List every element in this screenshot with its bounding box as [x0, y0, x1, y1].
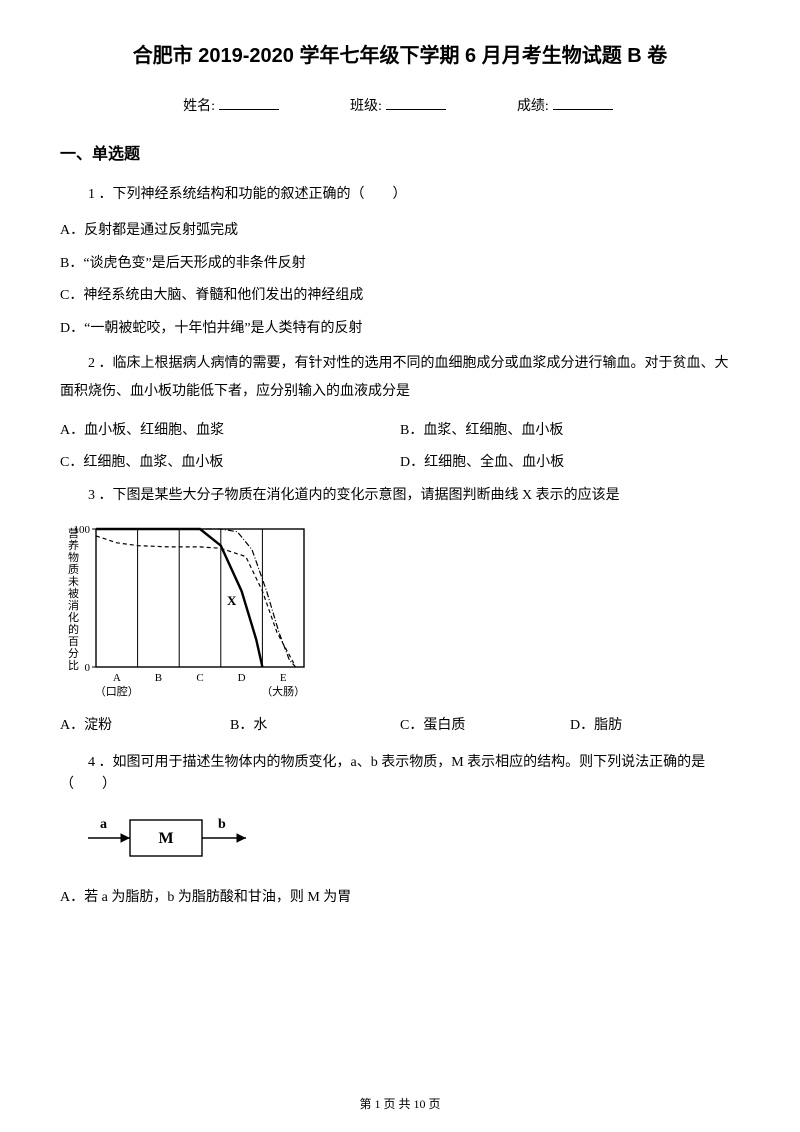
name-label: 姓名:	[183, 99, 215, 114]
page-title: 合肥市 2019-2020 学年七年级下学期 6 月月考生物试题 B 卷	[60, 40, 740, 72]
q1-opt-d: D．“一朝被蛇咬，十年怕井绳”是人类特有的反射	[60, 318, 740, 340]
svg-text:消: 消	[68, 598, 79, 612]
q4-stem: 4 ．如图可用于描述生物体内的物质变化，a、b 表示物质，M 表示相应的结构。则…	[60, 752, 740, 797]
svg-text:A: A	[113, 672, 121, 684]
class-blank	[386, 96, 446, 110]
q1-opt-c: C．神经系统由大脑、脊髓和他们发出的神经组成	[60, 285, 740, 307]
svg-text:a: a	[100, 817, 107, 832]
q2-opt-b: B．血浆、红细胞、血小板	[400, 420, 740, 442]
svg-text:化: 化	[68, 610, 79, 624]
svg-text:分: 分	[68, 647, 79, 660]
svg-text:（大肠）: （大肠）	[261, 684, 305, 698]
name-blank	[219, 96, 279, 110]
q3-stem: 3 ．下图是某些大分子物质在消化道内的变化示意图，请据图判断曲线 X 表示的应该…	[60, 485, 740, 507]
q2-opt-d: D．红细胞、全血、血小板	[400, 452, 740, 474]
score-label: 成绩:	[517, 99, 549, 114]
q3-opt-d: D．脂肪	[570, 715, 740, 737]
score-blank	[553, 96, 613, 110]
q4-diagram: Ma b	[84, 810, 740, 872]
svg-text:质: 质	[68, 563, 79, 576]
q3-opt-c: C．蛋白质	[400, 715, 570, 737]
svg-text:物: 物	[68, 550, 79, 564]
q4-opt-a: A．若 a 为脂肪，b 为脂肪酸和甘油，则 M 为胃	[60, 887, 740, 909]
q1-opt-b: B．“谈虎色变”是后天形成的非条件反射	[60, 253, 740, 275]
meta-line: 姓名: 班级: 成绩:	[60, 96, 740, 118]
svg-text:X: X	[227, 593, 237, 608]
svg-text:M: M	[158, 830, 173, 847]
q2-stem: 2 ．临床上根据病人病情的需要，有针对性的选用不同的血细胞成分或血浆成分进行输血…	[60, 350, 740, 406]
q2-opts-row1: A．血小板、红细胞、血浆 B．血浆、红细胞、血小板	[60, 420, 740, 442]
svg-text:B: B	[155, 672, 162, 684]
q3-opt-a: A．淀粉	[60, 715, 230, 737]
svg-text:E: E	[280, 672, 287, 684]
svg-text:D: D	[238, 672, 246, 684]
svg-text:百: 百	[68, 636, 79, 648]
svg-text:（口腔）: （口腔）	[95, 684, 139, 698]
svg-text:被: 被	[68, 587, 79, 600]
class-label: 班级:	[350, 99, 382, 114]
q2-opt-a: A．血小板、红细胞、血浆	[60, 420, 400, 442]
svg-text:的: 的	[68, 622, 79, 636]
svg-text:营: 营	[68, 526, 79, 540]
svg-text:b: b	[218, 817, 226, 832]
q2-opt-c: C．红细胞、血浆、血小板	[60, 452, 400, 474]
svg-text:未: 未	[68, 575, 79, 588]
q3-chart: 0100营养物质未被消化的百分比ABCDE（口腔）（大肠）X	[60, 521, 740, 701]
svg-text:养: 养	[68, 538, 79, 552]
page-footer: 第 1 页 共 10 页	[0, 1095, 800, 1114]
q2-opts-row2: C．红细胞、血浆、血小板 D．红细胞、全血、血小板	[60, 452, 740, 474]
svg-text:比: 比	[68, 659, 79, 672]
q1-opt-a: A．反射都是通过反射弧完成	[60, 220, 740, 242]
q3-opt-b: B．水	[230, 715, 400, 737]
svg-text:0: 0	[85, 662, 91, 674]
q1-stem: 1 ．下列神经系统结构和功能的叙述正确的（ ）	[60, 184, 740, 206]
q3-opts: A．淀粉 B．水 C．蛋白质 D．脂肪	[60, 715, 740, 737]
svg-text:C: C	[196, 672, 203, 684]
section-head-1: 一、单选题	[60, 142, 740, 168]
